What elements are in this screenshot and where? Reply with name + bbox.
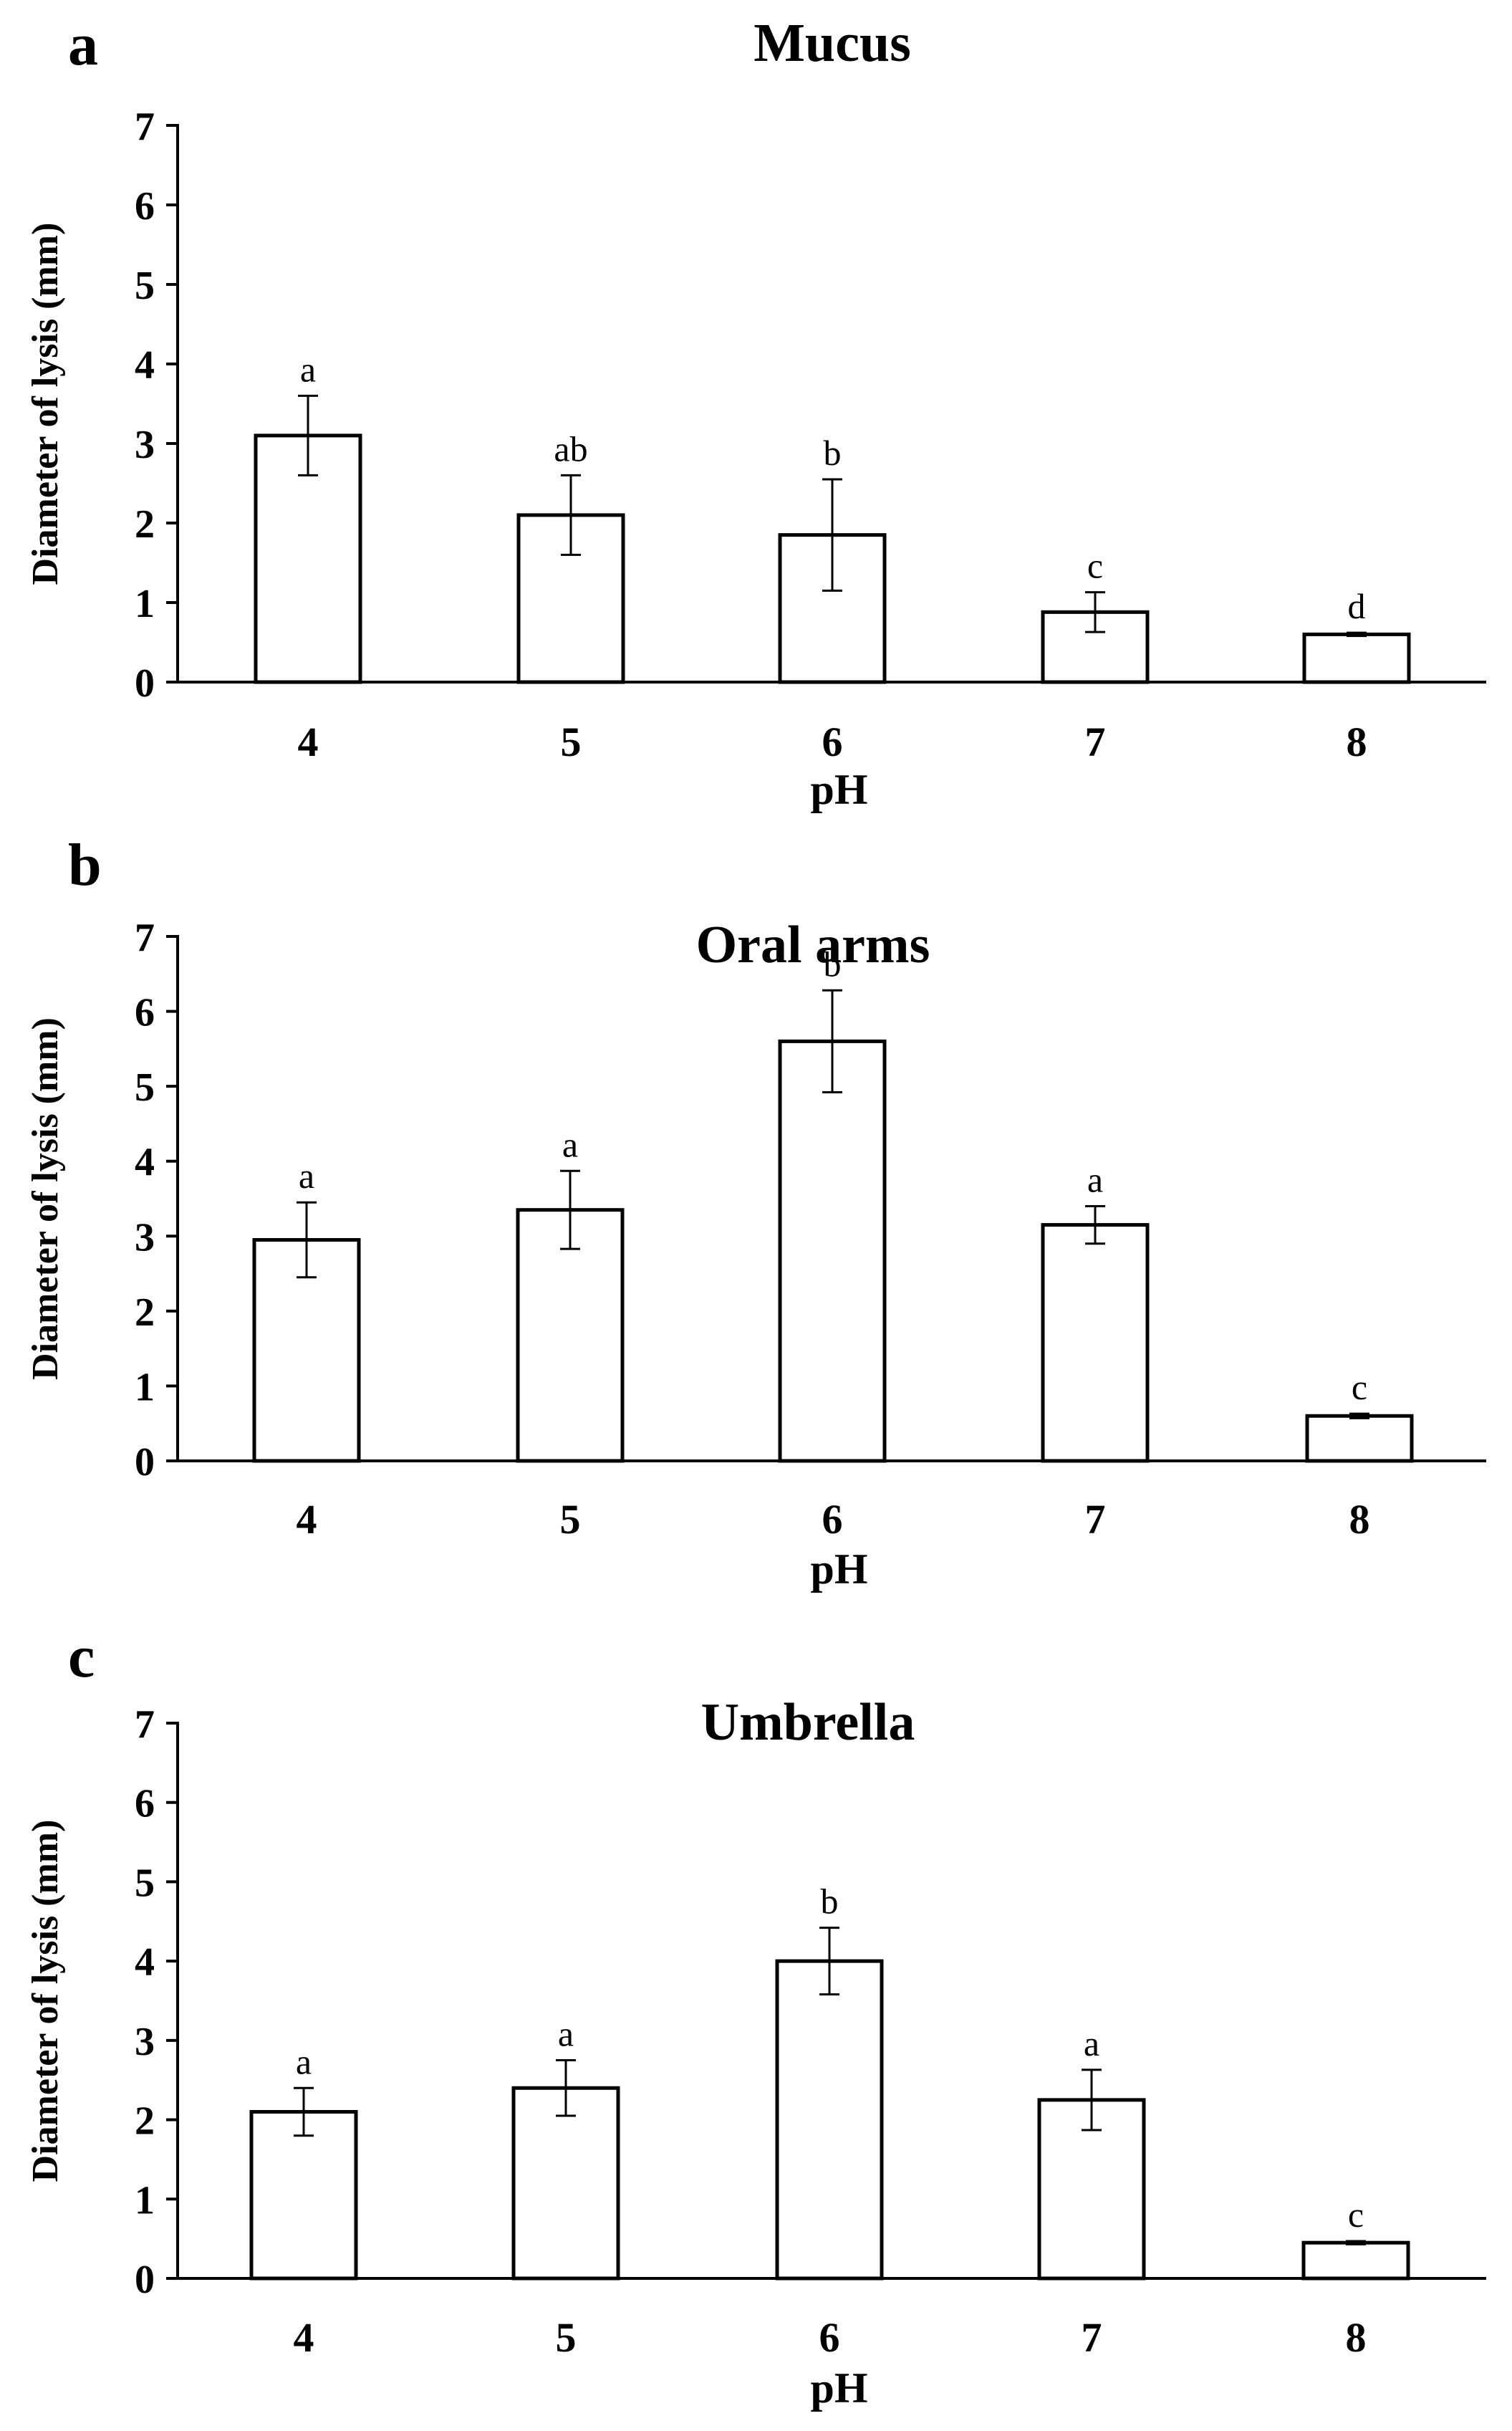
y-tick-label: 5 — [135, 1861, 155, 1905]
y-tick-label: 0 — [135, 2258, 155, 2302]
significance-letter: b — [824, 944, 842, 984]
y-tick-label: 0 — [135, 1440, 155, 1485]
panel-label: c — [68, 1624, 95, 1690]
x-axis-label: pH — [810, 1545, 867, 1593]
panel-label: b — [68, 832, 102, 898]
y-tick-label: 2 — [135, 502, 155, 547]
significance-letter: c — [1348, 2195, 1364, 2235]
x-tick-label: 6 — [822, 1496, 843, 1543]
x-tick-label: 4 — [294, 2314, 314, 2361]
significance-letter: b — [821, 1881, 839, 1922]
bar — [249, 2110, 358, 2281]
bar — [1301, 2240, 1410, 2281]
y-tick-label: 6 — [135, 991, 155, 1035]
y-tick-label: 6 — [135, 184, 155, 229]
y-tick-label: 3 — [135, 2020, 155, 2064]
chart-title: Mucus — [753, 13, 911, 73]
y-tick-label: 5 — [135, 264, 155, 308]
x-axis-label: pH — [810, 2364, 867, 2412]
x-tick-label: 7 — [1085, 719, 1106, 765]
chart-title: Oral arms — [696, 916, 930, 974]
y-tick-label: 3 — [135, 423, 155, 467]
significance-letter: a — [300, 349, 316, 389]
bar — [778, 1039, 887, 1463]
significance-letter: a — [562, 1124, 578, 1164]
y-tick-label: 2 — [135, 2099, 155, 2144]
significance-letter: a — [558, 2014, 574, 2054]
significance-letter: a — [296, 2041, 312, 2081]
significance-letter: a — [299, 1156, 314, 1196]
significance-letter: a — [1087, 1159, 1103, 1199]
chart-panel-c: c Umbrella 0 1 2 3 4 5 6 7 Diameter of lysis (mm) a… — [25, 1624, 1486, 2412]
y-tick-label: 3 — [135, 1215, 155, 1260]
significance-letter: c — [1352, 1367, 1367, 1407]
bar — [1302, 632, 1411, 684]
y-tick-label: 4 — [135, 1141, 155, 1185]
x-tick-label: 8 — [1346, 2314, 1367, 2361]
y-tick-label: 1 — [135, 2178, 155, 2223]
chart-panel-a: a Mucus 0 1 2 3 4 5 6 7 Diameter of lysis (mm) a 4 ab… — [25, 11, 1486, 813]
x-tick-label: 7 — [1085, 1496, 1106, 1543]
bar — [511, 2086, 620, 2281]
x-tick-label: 4 — [298, 719, 319, 765]
x-tick-label: 6 — [819, 2314, 840, 2361]
significance-letter: b — [824, 433, 842, 473]
x-tick-label: 8 — [1349, 1496, 1370, 1543]
y-tick-label: 5 — [135, 1065, 155, 1110]
significance-letter: a — [1084, 2023, 1099, 2063]
bar — [516, 1208, 625, 1463]
y-tick-label: 4 — [135, 343, 155, 388]
significance-letter: ab — [554, 428, 587, 469]
bar — [778, 533, 887, 684]
y-tick-label: 6 — [135, 1782, 155, 1826]
y-tick-label: 1 — [135, 1365, 155, 1409]
y-tick-label: 7 — [135, 1702, 155, 1747]
panel-label: a — [68, 11, 98, 78]
y-axis-label: Diameter of lysis (mm) — [25, 1820, 66, 2182]
x-tick-label: 4 — [297, 1496, 317, 1543]
x-tick-label: 8 — [1347, 719, 1367, 765]
bar — [775, 1959, 884, 2281]
x-axis-label: pH — [810, 766, 867, 813]
bar — [1041, 1223, 1150, 1463]
y-tick-label: 0 — [135, 661, 155, 706]
bar — [1305, 1414, 1414, 1463]
bar — [516, 513, 625, 684]
chart-title: Umbrella — [701, 1693, 915, 1752]
y-tick-label: 2 — [135, 1290, 155, 1335]
x-tick-label: 5 — [560, 1496, 581, 1543]
y-tick-label: 1 — [135, 582, 155, 626]
significance-letter: d — [1348, 586, 1366, 626]
x-tick-label: 6 — [822, 719, 843, 765]
y-tick-label: 7 — [135, 105, 155, 149]
y-tick-label: 4 — [135, 1940, 155, 1985]
x-tick-label: 5 — [561, 719, 582, 765]
y-tick-label: 7 — [135, 916, 155, 960]
x-tick-label: 7 — [1082, 2314, 1102, 2361]
y-axis-label: Diameter of lysis (mm) — [25, 1017, 66, 1380]
x-tick-label: 5 — [556, 2314, 577, 2361]
y-axis-label: Diameter of lysis (mm) — [25, 223, 66, 585]
significance-letter: c — [1087, 546, 1103, 586]
